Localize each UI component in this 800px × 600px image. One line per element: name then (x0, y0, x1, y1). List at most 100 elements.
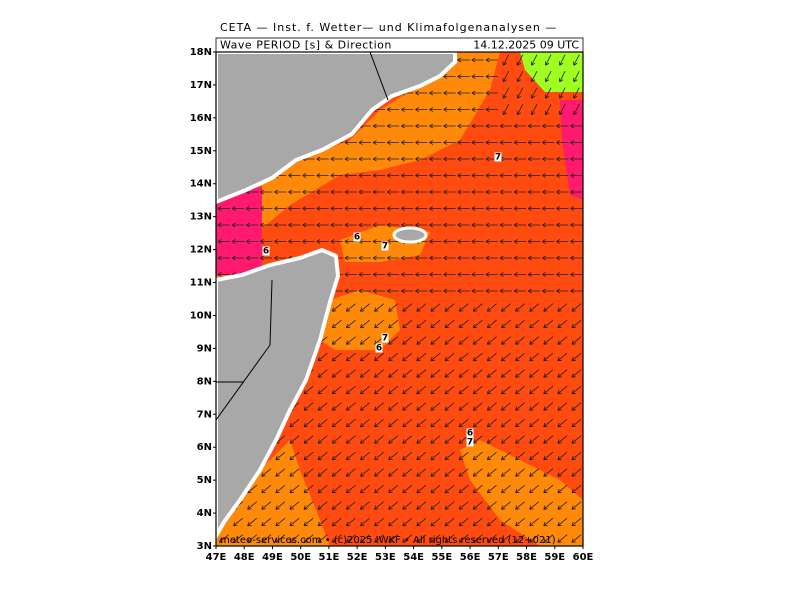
arrow (444, 319, 455, 329)
arrow (416, 319, 427, 329)
arrow (274, 239, 287, 244)
arrow (500, 319, 511, 329)
arrow (358, 255, 371, 261)
arrow (429, 239, 442, 244)
arrow (386, 140, 400, 145)
datetime: 14.12.2025 09 UTC (473, 39, 579, 52)
arrow (457, 239, 470, 244)
arrow (317, 435, 328, 444)
arrow (557, 468, 568, 477)
arrow (486, 385, 497, 395)
arrow (430, 451, 441, 461)
arrow (570, 255, 583, 261)
arrow (556, 239, 569, 244)
arrow (331, 385, 342, 395)
arrow (499, 189, 512, 195)
arrow (344, 272, 357, 277)
arrow (529, 319, 540, 329)
arrow (401, 272, 414, 277)
arrow (515, 501, 525, 510)
arrow (274, 222, 287, 228)
arrow (557, 501, 568, 510)
arrow (415, 140, 428, 145)
arrow (275, 451, 286, 461)
arrow (485, 90, 498, 96)
arrow (570, 222, 583, 228)
arrow (331, 517, 342, 527)
arrow (402, 451, 413, 461)
arrow (515, 369, 525, 378)
arrow (374, 418, 384, 428)
arrow (529, 352, 540, 362)
arrow (316, 189, 329, 195)
arrow (416, 352, 427, 362)
arrow (416, 451, 427, 461)
arrow (573, 87, 580, 99)
contour-label-bg (353, 232, 361, 242)
arrow (317, 385, 328, 395)
arrow (388, 385, 399, 395)
arrow (218, 534, 229, 543)
arrow (515, 484, 525, 494)
arrow (429, 123, 442, 129)
arrow (485, 140, 498, 145)
arrow (345, 517, 356, 527)
arrow (485, 239, 498, 244)
arrow (486, 369, 497, 378)
arrow (529, 451, 540, 461)
arrow (472, 385, 483, 395)
arrow (571, 484, 582, 494)
arrow (457, 272, 470, 277)
arrow (502, 87, 510, 99)
arrow (457, 189, 470, 195)
lon-label: 57E (488, 552, 509, 563)
arrow (358, 206, 371, 211)
arrow (556, 222, 569, 228)
arrow (485, 272, 498, 277)
arrow (529, 468, 540, 477)
map-area (216, 52, 583, 546)
borders (216, 52, 389, 421)
arrow (372, 123, 386, 129)
arrow (570, 140, 583, 145)
arrow (345, 501, 356, 510)
arrow (344, 156, 357, 162)
arrow (429, 173, 442, 178)
arrow (500, 402, 511, 411)
arrow (557, 418, 568, 428)
arrow (444, 517, 455, 527)
arrow (530, 87, 538, 99)
arrow (386, 107, 400, 112)
arrow (502, 103, 510, 116)
arrow (330, 156, 343, 162)
arrow (513, 272, 527, 277)
arrow (430, 418, 441, 428)
arrow (543, 435, 554, 444)
arrow (571, 336, 582, 345)
arrow (515, 319, 525, 329)
arrow (458, 385, 469, 395)
lon-label: 47E (206, 552, 227, 563)
arrow (529, 369, 540, 378)
arrow (416, 534, 427, 543)
arrow (416, 501, 427, 510)
arrow (443, 288, 456, 294)
contour-label-bg (466, 437, 474, 447)
arrow (415, 90, 428, 96)
arrow (499, 288, 512, 294)
arrow (558, 87, 566, 99)
arrow (542, 123, 555, 129)
arrow (303, 451, 314, 461)
arrow (570, 239, 583, 244)
arrow (402, 336, 413, 345)
arrow (571, 369, 582, 378)
arrow (289, 501, 300, 510)
arrow (485, 74, 498, 79)
arrow (542, 255, 555, 261)
arrow (527, 123, 541, 129)
arrow (401, 156, 414, 162)
arrow (556, 123, 569, 129)
arrow (416, 517, 427, 527)
arrow (359, 402, 370, 411)
arrow (458, 484, 469, 494)
